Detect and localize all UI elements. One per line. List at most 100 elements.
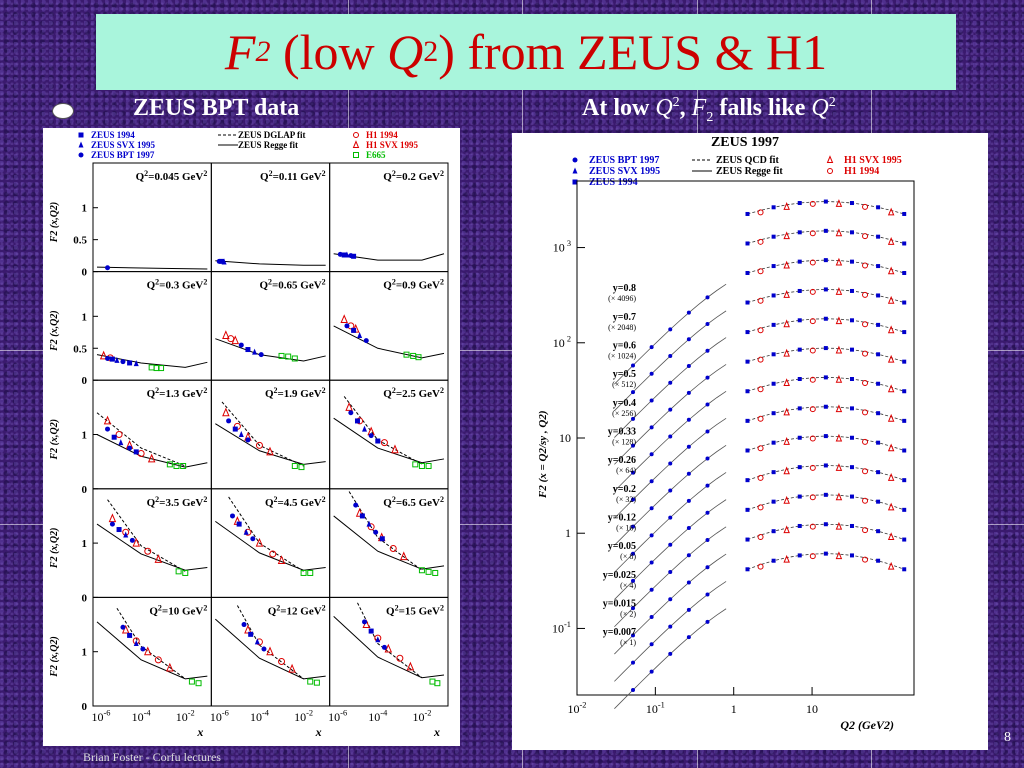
zeus-point — [797, 377, 802, 382]
h1-point — [835, 228, 843, 237]
zeus-point — [105, 265, 111, 271]
zeus-bpt-point — [649, 642, 654, 647]
h1-point — [809, 376, 816, 383]
zeus-bpt-point — [649, 345, 654, 350]
h1-point — [862, 468, 869, 475]
zeus-bpt-point — [686, 471, 691, 476]
zeus-bpt-point — [631, 524, 636, 529]
zeus-point — [351, 253, 357, 259]
right-chart-panel: ZEUS 1997 ZEUS BPT 1997 ZEUS SVX 1995 ZEUS … — [512, 133, 988, 750]
zeus-bpt-point — [631, 606, 636, 611]
zeus-point — [745, 389, 750, 394]
h1-point — [278, 657, 286, 665]
zeus-point — [745, 478, 750, 483]
left-header: ZEUS BPT data — [133, 95, 300, 121]
h1-point — [255, 441, 263, 449]
zeus-bpt-point — [649, 614, 654, 619]
h1-point — [757, 445, 764, 452]
zeus-bpt-point — [705, 322, 710, 327]
h1-point — [809, 347, 816, 354]
zeus-bpt-point — [686, 580, 691, 585]
h1-point — [809, 494, 816, 501]
h1-point — [406, 661, 415, 671]
e665-point — [434, 680, 441, 687]
page-number: 8 — [1004, 730, 1011, 745]
zeus-point — [252, 348, 258, 355]
zeus-bpt-point — [686, 444, 691, 449]
h1-point — [862, 321, 869, 328]
subpanel-label: Q2=10 GeV2 — [149, 603, 207, 618]
subpanel: Q2=2.5 GeV2 — [329, 379, 449, 490]
zeus-point — [771, 352, 776, 357]
qcd-fit-line — [747, 406, 905, 422]
y-bin-scale: (× 16) — [616, 524, 636, 533]
zeus-point — [238, 431, 244, 437]
legend-entry: H1 SVX 1995 — [366, 140, 419, 150]
h1-point — [132, 537, 140, 547]
h1-point — [757, 356, 764, 363]
zeus-bpt-point — [705, 429, 710, 434]
y-tick-label: 0 — [82, 267, 88, 279]
x-tick-label: 1 — [731, 702, 737, 716]
e665-point — [148, 364, 155, 371]
y-bin-label: y=0.007 — [603, 627, 636, 638]
h1-point — [783, 231, 790, 240]
h1-point — [862, 556, 869, 563]
x-tick-label: 10-6 — [210, 709, 229, 724]
h1-point — [108, 513, 117, 523]
zeus-point — [133, 640, 139, 647]
zeus-point — [823, 434, 828, 439]
y-bin-series — [614, 316, 907, 492]
zeus-point — [797, 435, 802, 440]
y-tick-label: 0 — [82, 375, 88, 387]
zeus-point — [341, 252, 347, 258]
h1-point — [862, 262, 869, 269]
subpanel-label: Q2=6.5 GeV2 — [383, 494, 444, 509]
dglap-fit-line — [348, 491, 423, 571]
zeus-point — [745, 270, 750, 275]
x-tick-label: 10-4 — [368, 709, 388, 724]
legend-marker — [78, 152, 84, 158]
h1-point — [288, 663, 296, 673]
y-tick-label: 0 — [82, 592, 88, 604]
zeus-bpt-point — [705, 619, 710, 624]
h1-point — [757, 504, 764, 511]
subpanel-label: Q2=0.65 GeV2 — [259, 277, 325, 292]
e665-point — [403, 351, 410, 358]
zeus-point — [258, 352, 264, 358]
zeus-point — [876, 234, 881, 239]
subpanel-label: Q2=0.11 GeV2 — [260, 169, 326, 184]
h1-point — [783, 466, 790, 475]
zeus-bpt-point — [686, 635, 691, 640]
right-header-part3: falls like — [719, 95, 806, 121]
y-axis-label: F2 (x,Q2) — [49, 310, 60, 352]
zeus-point — [109, 356, 115, 362]
h1-point — [269, 550, 277, 558]
y-tick-label: 1 — [82, 311, 88, 323]
h1-point — [835, 199, 843, 207]
zeus-point — [105, 426, 111, 432]
h1-point — [222, 407, 230, 417]
e665-point — [415, 354, 422, 361]
h1-point — [862, 497, 869, 504]
h1-point — [121, 624, 130, 634]
zeus-point — [254, 638, 260, 645]
y-axis-label: F2 (x,Q2) — [49, 202, 60, 244]
e665-point — [307, 678, 314, 685]
e665-point — [291, 355, 298, 362]
e665-point — [173, 462, 180, 469]
y-tick-label: 1 — [565, 526, 571, 540]
legend-marker — [572, 179, 578, 185]
h1-point — [862, 233, 869, 240]
zeus-bpt-point — [649, 425, 654, 430]
zeus-point — [902, 507, 907, 512]
zeus-point — [849, 465, 854, 470]
zeus-point — [344, 251, 350, 258]
y-axis-label: F2 (x = Q2/sy , Q2) — [537, 410, 549, 499]
regge-fit-line — [333, 325, 445, 359]
regge-fit-line — [333, 417, 445, 464]
h1-point — [115, 431, 123, 438]
zeus-bpt-point — [705, 456, 710, 461]
zeus-point — [823, 522, 828, 527]
h1-point — [255, 537, 264, 547]
